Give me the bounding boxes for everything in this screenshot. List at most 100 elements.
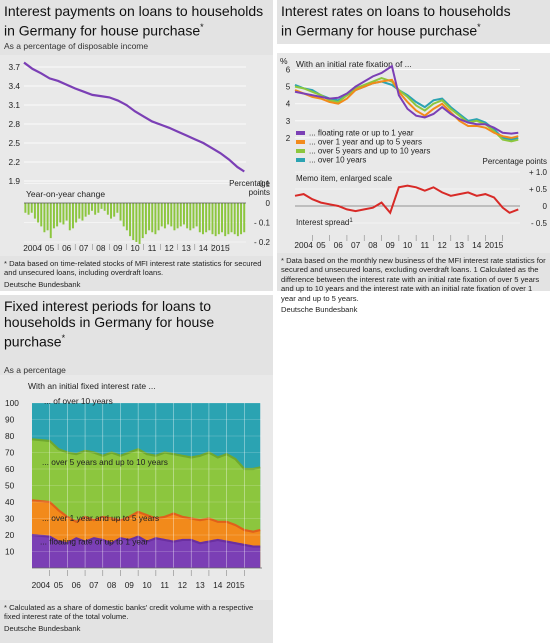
- bar: [65, 203, 68, 221]
- memo-label: Memo item, enlarged scale: [296, 174, 393, 183]
- pp-label: Percentage points: [483, 157, 548, 166]
- footnote-text: * Data based on time-related stocks of M…: [4, 259, 262, 278]
- bar: [157, 203, 160, 231]
- area-label: ... floating rate or up to 1 year: [40, 537, 149, 547]
- plot-area: % With an initial rate fixation of ... 6…: [277, 53, 550, 253]
- x-tick-label: 12: [165, 243, 175, 253]
- x-tick-label: 05: [54, 580, 64, 590]
- bar: [233, 203, 236, 235]
- y-tick-label: 90: [5, 415, 15, 425]
- panel-interest-rates: Interest rates on loans to households in…: [277, 0, 550, 314]
- bar-y-tick-label: 0.1: [259, 180, 271, 189]
- y-tick-label: 3.4: [8, 81, 20, 91]
- y-tick-label: 100: [5, 398, 19, 408]
- y-tick-label: 3.7: [8, 62, 20, 72]
- series-line: [294, 78, 519, 139]
- bar: [176, 203, 179, 229]
- bar: [59, 203, 62, 223]
- area-border-line: [31, 438, 261, 471]
- x-tick-label: 07: [89, 580, 99, 590]
- bar: [52, 203, 55, 229]
- bar: [192, 203, 195, 229]
- x-tick-label: 09: [125, 580, 135, 590]
- y-tick-label: 2.8: [8, 119, 20, 129]
- x-tick-label: 09: [113, 243, 123, 253]
- bar: [68, 203, 71, 231]
- x-tick-label: 12: [437, 240, 447, 250]
- plot-area: With an initial fixed interest rate ... …: [0, 375, 273, 600]
- x-tick-label: 08: [107, 580, 117, 590]
- footnote-text: * Data based on the monthly new business…: [281, 256, 546, 303]
- chart-fixed-interest-periods: With an initial fixed interest rate ... …: [5, 381, 262, 590]
- bar: [230, 203, 233, 233]
- bar: [27, 203, 30, 215]
- x-tick-label: 13: [195, 580, 205, 590]
- x-tick-label: 2015: [485, 240, 504, 250]
- y-tick-label: 2.5: [8, 138, 20, 148]
- legend-label: ... over 5 years and up to 10 years: [309, 147, 430, 156]
- bar: [182, 203, 185, 225]
- bar: [217, 203, 220, 235]
- bar: [227, 203, 230, 235]
- x-tick-label: 10: [142, 580, 152, 590]
- bar: [205, 203, 208, 233]
- panel-header: Interest payments on loans to households…: [0, 0, 273, 55]
- bar: [78, 203, 81, 219]
- y-tick-label: 2: [286, 134, 291, 143]
- bar: [148, 203, 151, 231]
- y-tick-label: 3: [286, 117, 291, 126]
- title-text: Interest payments on loans to households…: [4, 3, 264, 39]
- x-tick-label: 11: [148, 243, 157, 253]
- x-tick-label: 12: [178, 580, 188, 590]
- chart-interest-rates: % With an initial rate fixation of ... 6…: [280, 56, 548, 250]
- area-border-line: [31, 499, 261, 533]
- spread-footnote-mark: 1: [349, 218, 353, 224]
- x-tick-label: 2004: [23, 243, 42, 253]
- bar-y-tick-label: 0: [266, 199, 271, 208]
- bar: [75, 203, 78, 223]
- x-tick-label: 10: [130, 243, 140, 253]
- x-tick-label: 2015: [211, 243, 230, 253]
- spread-y-tick-label: 0: [543, 202, 548, 211]
- unit-label: %: [280, 56, 288, 66]
- bar: [110, 203, 112, 219]
- title-footnote-mark: *: [477, 22, 481, 32]
- x-tick-label: 06: [334, 240, 344, 250]
- legend-label: ... over 1 year and up to 5 years: [309, 138, 422, 147]
- title-footnote-mark: *: [61, 333, 66, 343]
- panel-header: Interest rates on loans to households in…: [277, 0, 550, 44]
- bar: [122, 203, 125, 227]
- bar: [84, 203, 87, 217]
- series-line: [23, 61, 245, 173]
- panel-fixed-interest-periods: Fixed interest periods for loans to hous…: [0, 295, 273, 643]
- pp-label-1: Percentage: [229, 179, 270, 188]
- bar: [113, 203, 116, 217]
- bar-y-tick-label: - 0.1: [254, 219, 271, 228]
- bar: [119, 203, 122, 221]
- bar: [132, 203, 135, 241]
- series-line: [294, 77, 519, 143]
- bar: [56, 203, 59, 227]
- bar: [43, 203, 46, 233]
- title-text: Interest rates on loans to households in…: [281, 3, 511, 39]
- bar: [151, 203, 154, 233]
- source-text: Deutsche Bundesbank: [4, 623, 81, 633]
- bar: [24, 203, 27, 213]
- area-border-line: [31, 533, 261, 548]
- x-tick-label: 14: [199, 243, 209, 253]
- bar: [211, 203, 214, 235]
- bar: [87, 203, 90, 215]
- plot-area: 3.7 3.4 3.1 2.8 2.5 2.2 1.9 0.1 0 - 0.1 - 0.2 200…: [0, 55, 273, 256]
- x-tick-label: 09: [386, 240, 396, 250]
- bar: [62, 203, 65, 225]
- footnote-box: * Calculated as a share of domestic bank…: [0, 600, 273, 643]
- y-tick-label: 10: [5, 547, 15, 557]
- panel-title: Interest payments on loans to households…: [4, 3, 263, 39]
- y-tick-label: 80: [5, 431, 15, 441]
- bar: [167, 203, 170, 225]
- initial-rate-label: With an initial fixed interest rate ...: [28, 381, 156, 391]
- bar: [100, 203, 103, 209]
- bar: [40, 203, 43, 227]
- bar: [141, 203, 144, 239]
- spread-y-tick-label: - 0.5: [531, 219, 548, 228]
